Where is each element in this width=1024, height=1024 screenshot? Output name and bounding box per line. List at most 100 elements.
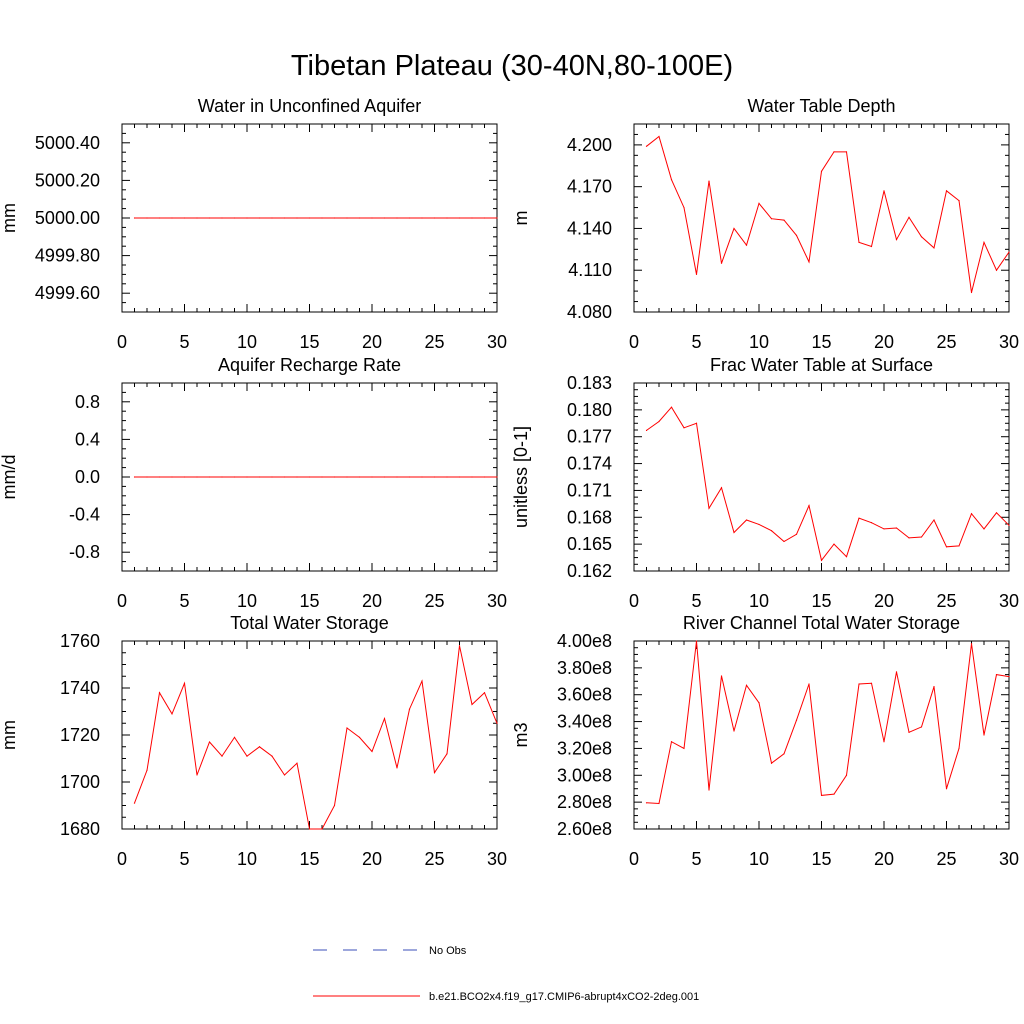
chart-panel-6: River Channel Total Water Storage m3 0 5 10 1… <box>511 613 1019 869</box>
x-tick-label: 30 <box>487 849 507 869</box>
data-point <box>895 527 898 529</box>
data-point <box>483 217 486 219</box>
panel-title: Aquifer Recharge Rate <box>218 355 401 375</box>
x-tick-label: 25 <box>424 591 444 611</box>
series-line-1 <box>646 135 1010 293</box>
data-point <box>171 476 173 478</box>
data-point <box>196 217 198 219</box>
data-point <box>645 145 648 147</box>
data-point <box>271 755 273 757</box>
y-axis-label: mm/d <box>0 455 19 500</box>
data-point <box>883 190 885 192</box>
y-tick-label: 0.177 <box>567 427 612 447</box>
x-tick-label: 25 <box>424 849 444 869</box>
data-point <box>758 702 760 704</box>
data-point <box>883 528 885 530</box>
data-point <box>296 762 298 764</box>
x-tick-label: 15 <box>811 591 831 611</box>
y-tick-label: 0.171 <box>567 480 612 500</box>
x-tick-label: 0 <box>117 332 127 352</box>
data-point <box>1008 675 1010 678</box>
data-point <box>695 640 698 642</box>
y-tick-label: 0.4 <box>75 429 100 449</box>
y-tick-label: 5000.20 <box>35 170 100 190</box>
data-point <box>745 244 748 246</box>
x-tick-label: 5 <box>691 849 701 869</box>
data-point <box>133 476 136 478</box>
plot-frame <box>121 640 498 830</box>
data-point <box>845 774 848 776</box>
y-tick-label: -0.4 <box>69 505 100 525</box>
data-point <box>146 476 148 478</box>
data-point <box>383 717 386 720</box>
data-point <box>183 217 186 219</box>
data-point <box>446 753 448 755</box>
data-point <box>945 190 948 192</box>
legend-label-no-obs: No Obs <box>429 945 467 957</box>
data-point <box>770 530 773 532</box>
data-point <box>758 202 760 204</box>
data-point <box>908 537 910 539</box>
x-tick-label: 20 <box>874 849 894 869</box>
x-tick-label: 5 <box>179 332 189 352</box>
data-point <box>408 217 411 219</box>
plot-frame <box>633 640 1010 830</box>
data-point <box>758 523 760 526</box>
data-point <box>658 802 660 805</box>
y-tick-label: 4.140 <box>567 218 612 238</box>
data-point <box>870 682 873 684</box>
data-point <box>321 476 323 478</box>
y-tick-label: 3.20e8 <box>557 738 612 758</box>
x-tick-label: 0 <box>629 591 639 611</box>
data-point <box>183 682 186 684</box>
data-point <box>733 227 735 230</box>
data-point <box>645 802 648 804</box>
x-tick-label: 30 <box>487 332 507 352</box>
data-point <box>171 217 173 219</box>
data-point <box>845 151 848 153</box>
y-tick-label: -0.8 <box>69 542 100 562</box>
data-point <box>346 217 348 219</box>
y-axis-label: m3 <box>511 722 531 747</box>
x-tick-label: 30 <box>999 849 1019 869</box>
x-tick-label: 25 <box>936 591 956 611</box>
y-tick-label: 4.110 <box>568 260 612 280</box>
data-point <box>333 217 336 219</box>
data-point <box>895 238 898 241</box>
x-tick-label: 10 <box>237 591 257 611</box>
panel-title: Total Water Storage <box>230 613 388 633</box>
plot-frame <box>633 123 1010 313</box>
data-point <box>670 741 673 743</box>
chart-panel-1: Water in Unconfined Aquifer mm 0 5 10 15 20 25 3… <box>0 96 507 352</box>
data-point <box>421 217 423 219</box>
y-tick-label: 3.00e8 <box>557 765 612 785</box>
panel-title: River Channel Total Water Storage <box>683 613 960 633</box>
data-point <box>396 476 398 478</box>
data-point <box>770 218 773 220</box>
data-point <box>933 247 935 249</box>
y-tick-label: 1720 <box>60 725 100 745</box>
x-tick-label: 30 <box>487 591 507 611</box>
x-tick-label: 20 <box>874 332 894 352</box>
x-tick-label: 10 <box>237 332 257 352</box>
data-point <box>433 476 436 478</box>
data-point <box>958 747 960 750</box>
y-tick-label: 5000.40 <box>35 133 100 153</box>
legend-label-model: b.e21.BCO2x4.f19_g17.CMIP6-abrupt4xCO2-2… <box>429 991 699 1003</box>
data-point <box>1008 524 1010 526</box>
data-point <box>833 151 835 153</box>
data-point <box>945 788 948 790</box>
x-tick-label: 30 <box>999 332 1019 352</box>
x-tick-label: 5 <box>691 332 701 352</box>
x-tick-label: 10 <box>237 849 257 869</box>
data-point <box>795 533 798 535</box>
chart-panel-2: Water Table Depth m 0 5 10 15 20 25 30 4.080 4.110… <box>511 96 1019 352</box>
data-point <box>471 703 473 706</box>
data-point <box>496 217 498 219</box>
x-tick-label: 10 <box>749 591 769 611</box>
data-point <box>908 731 910 733</box>
x-tick-label: 0 <box>629 849 639 869</box>
data-point <box>208 741 211 743</box>
y-axis-label: mm <box>0 203 19 233</box>
